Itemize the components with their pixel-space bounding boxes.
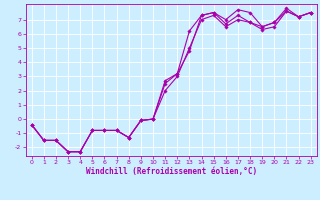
X-axis label: Windchill (Refroidissement éolien,°C): Windchill (Refroidissement éolien,°C): [86, 167, 257, 176]
